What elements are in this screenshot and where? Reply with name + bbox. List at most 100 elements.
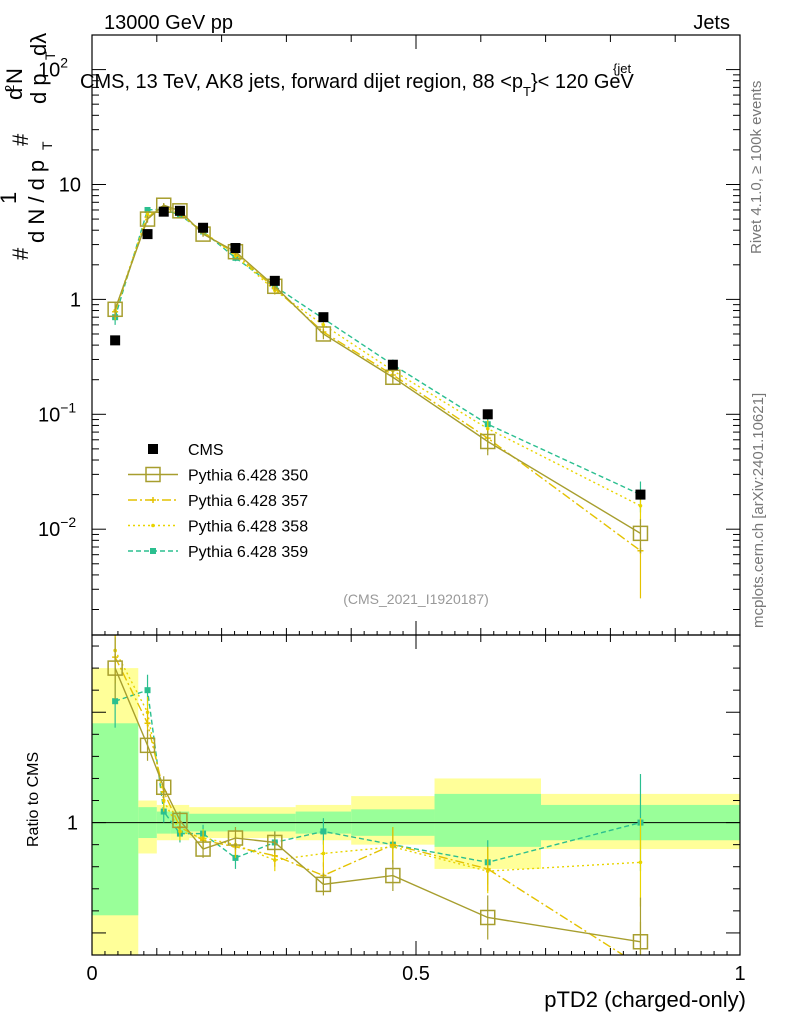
data-point: [635, 489, 646, 500]
marker-dot: [151, 523, 155, 528]
y-tick-exponent: −2: [60, 514, 76, 530]
legend-label: Pythia 6.428 350: [188, 468, 308, 485]
ylabel-sq: 2: [2, 85, 17, 92]
data-point: [198, 222, 209, 233]
rivet-version-label: Rivet 4.1.0, ≥ 100k events: [748, 81, 765, 254]
marker-open-square: [632, 525, 649, 542]
y-tick-base: 10: [38, 404, 60, 426]
main-series: [112, 203, 644, 599]
svg-text:CMS, 13 TeV, AK8 jets, forward: CMS, 13 TeV, AK8 jets, forward dijet reg…: [80, 71, 635, 99]
ratio-band-inner: [434, 793, 541, 847]
marker-star: [637, 963, 643, 969]
marker-open-square: [479, 433, 496, 450]
marker-filled-square: [150, 548, 156, 554]
title-sup: {jet: [613, 61, 631, 76]
data-point: [110, 335, 121, 346]
ylabel-one: 1: [0, 192, 21, 204]
data-point: [269, 275, 280, 286]
marker-open-square: [315, 876, 332, 893]
legend-marker-data: [148, 444, 158, 454]
marker-open-square: [267, 834, 283, 851]
y-tick-label: 102: [38, 55, 68, 82]
legend: CMS Pythia 6.428 350 Pythia 6.428 357 Pythi…: [128, 442, 308, 561]
data-point: [230, 243, 241, 254]
marker-open-square: [195, 841, 211, 857]
ratio-series-group: [107, 635, 649, 969]
data-point: [482, 409, 493, 420]
title-sub: T: [523, 84, 531, 99]
plot-title: CMS, 13 TeV, AK8 jets, forward dijet reg…: [80, 61, 635, 99]
legend-label: Pythia 6.428 357: [188, 493, 308, 510]
legend-label: Pythia 6.428 359: [188, 544, 308, 561]
data-point: [318, 312, 329, 323]
marker-dot: [321, 323, 326, 327]
marker-star: [144, 720, 151, 727]
ylabel-dlambda: dλ: [26, 33, 51, 56]
marker-star: [389, 841, 396, 848]
main-series-group: [107, 197, 649, 599]
data-point: [158, 206, 169, 217]
ratio-series: [107, 637, 649, 955]
y-tick-base: 10: [38, 60, 60, 82]
y-tick-label: 10−2: [38, 514, 76, 541]
marker-star: [271, 852, 278, 859]
marker-filled-square: [320, 828, 327, 835]
marker-open-square: [107, 301, 123, 318]
marker-open-square: [172, 203, 188, 219]
ylabel-hash-mid: #: [8, 133, 33, 146]
marker-dot: [638, 860, 643, 865]
marker-open-square: [632, 934, 649, 950]
x-tick-label: 0.5: [402, 963, 430, 985]
marker-dot: [638, 503, 643, 508]
ylabel-dn: d N / d p: [24, 160, 49, 243]
marker-dot: [321, 851, 326, 856]
ratio-series: [112, 674, 644, 885]
data-point: [142, 229, 153, 240]
legend-entry: Pythia 6.428 350: [128, 466, 308, 485]
legend-entry: Pythia 6.428 359: [128, 544, 308, 561]
marker-open-square: [107, 660, 123, 676]
data-point: [387, 359, 398, 370]
legend-label: Pythia 6.428 358: [188, 519, 308, 536]
marker-open-square: [479, 909, 496, 926]
marker-open-square: [139, 737, 156, 754]
x-tick-label: 1: [734, 963, 745, 985]
marker-filled-square: [144, 206, 151, 213]
ylabel-n: N: [2, 68, 27, 84]
y-tick-label: 10−1: [38, 399, 76, 426]
ratio-y-axis-label: Ratio to CMS: [25, 752, 42, 847]
header-category: Jets: [693, 12, 730, 34]
marker-filled-square: [112, 698, 119, 705]
data-points: [110, 205, 646, 500]
data-point: [174, 205, 185, 216]
x-tick-label: 0: [86, 963, 97, 985]
analysis-id: (CMS_2021_I1920187): [343, 591, 489, 607]
ylabel-d2: d: [2, 88, 27, 100]
ylabel-dp: d p: [26, 73, 51, 104]
ratio-series: [113, 635, 643, 907]
marker-open-square: [315, 326, 332, 342]
y-tick-label: 1: [70, 289, 81, 311]
ylabel-t-sub2: T: [42, 51, 58, 60]
y-tick-exponent: 2: [60, 55, 68, 71]
ylabel-t-sub: T: [39, 141, 55, 150]
header-energy: 13000 GeV pp: [104, 12, 233, 34]
marker-open-square: [172, 812, 188, 829]
legend-entry: CMS: [148, 442, 224, 459]
y-tick-base: 10: [38, 519, 60, 541]
main-line: [114, 207, 641, 507]
y-tick-label: 10: [59, 174, 81, 196]
marker-open-square: [145, 466, 161, 483]
legend-entry: Pythia 6.428 357: [128, 493, 308, 510]
mcplots-label: mcplots.cern.ch [arXiv:2401.10621]: [750, 393, 767, 628]
marker-open-square: [227, 830, 244, 846]
ratio-band-inner: [92, 723, 139, 916]
marker-open-square: [385, 369, 401, 386]
legend-entry: Pythia 6.428 358: [128, 519, 308, 536]
marker-filled-square: [144, 687, 151, 694]
title-tail: }< 120 GeV: [531, 71, 635, 93]
ylabel-hash-top: #: [8, 247, 33, 260]
x-axis-label: pTD2 (charged-only): [544, 987, 746, 1012]
